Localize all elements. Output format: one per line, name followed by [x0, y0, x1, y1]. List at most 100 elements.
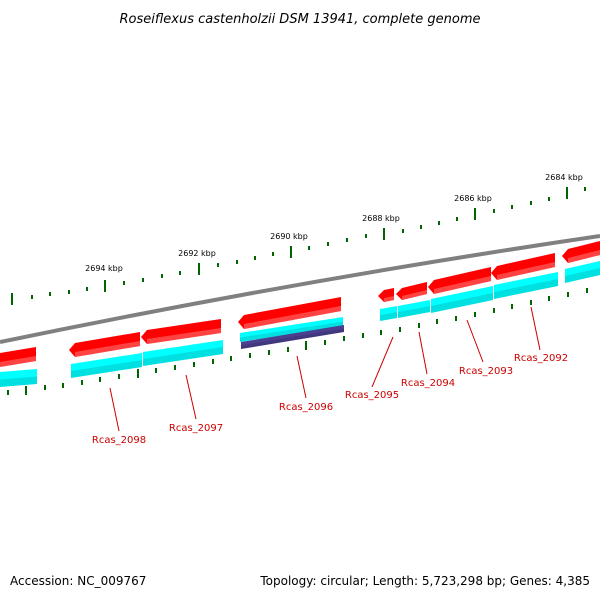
cds-bar — [71, 353, 142, 378]
kbp-label: 2684 kbp — [545, 173, 583, 182]
inner-tick — [155, 368, 157, 373]
cds-track — [0, 261, 600, 387]
inner-tick — [25, 386, 27, 395]
gc-tick — [236, 260, 238, 264]
inner-tick — [493, 308, 495, 313]
inner-tick — [118, 374, 120, 379]
inner-tick — [324, 340, 326, 345]
inner-tick — [44, 385, 46, 390]
inner-tick — [249, 353, 251, 358]
genome-backbone — [0, 234, 600, 344]
cds-bar — [494, 272, 558, 299]
gene-leader-line — [530, 306, 541, 351]
gc-tick — [548, 197, 550, 201]
cds-bar — [565, 261, 600, 283]
gene-arrow-shade — [244, 306, 341, 329]
cds-bar-shade — [431, 293, 493, 313]
gc-tick — [31, 295, 33, 299]
inner-tick — [7, 390, 9, 395]
gc-tick — [383, 228, 385, 240]
inner-tick — [305, 341, 307, 350]
gene-arrow-shade — [147, 328, 221, 344]
gc-tick — [86, 287, 88, 291]
inner-tick — [343, 336, 345, 341]
gc-tick — [290, 246, 292, 258]
gc-tick — [530, 201, 532, 205]
gc-tick — [438, 221, 440, 225]
gene-label: Rcas_2094 — [401, 378, 455, 389]
gc-tick — [179, 271, 181, 275]
cds-bar-shade — [143, 347, 223, 366]
gene-leader-line — [466, 319, 484, 363]
gc-tick — [198, 263, 200, 275]
gc-tick — [474, 208, 476, 220]
inner-tick — [268, 350, 270, 355]
gene-leader-line — [296, 355, 307, 399]
kbp-scale: 2684 kbp 2686 kbp 2688 kbp 2690 kbp 2692 kbp… — [85, 173, 583, 273]
inner-tick — [399, 327, 401, 332]
inner-tick — [380, 330, 382, 335]
gene-arrow-shade — [568, 250, 600, 263]
cds-bar-shade — [71, 360, 142, 378]
gc-tick — [49, 292, 51, 296]
gene-arrow-shade — [75, 341, 140, 357]
gene-label: Rcas_2092 — [514, 353, 568, 364]
cds-bar-shade — [494, 279, 558, 299]
cds-bar — [240, 317, 343, 342]
gene-arrow-shade — [434, 276, 491, 294]
cds-bar — [431, 286, 493, 313]
gc-tick — [365, 234, 367, 238]
gc-tick — [346, 238, 348, 242]
inner-tick — [81, 380, 83, 385]
cds-bar — [0, 369, 37, 387]
gc-tick — [402, 229, 404, 233]
gc-tick — [511, 205, 513, 209]
gc-tick — [68, 290, 70, 294]
inner-tick — [436, 319, 438, 324]
inner-tick — [530, 300, 532, 305]
gc-tick — [217, 263, 219, 267]
gene-leader-line — [185, 374, 197, 420]
kbp-label: 2688 kbp — [362, 214, 400, 223]
cds-bar-shade — [380, 312, 397, 321]
inner-tick — [511, 304, 513, 309]
gc-tick — [254, 256, 256, 260]
inner-tick — [137, 369, 139, 378]
kbp-label: 2690 kbp — [270, 232, 308, 241]
inner-tick — [99, 377, 101, 382]
gene-leader-line — [371, 336, 394, 388]
cds-bar-shade — [240, 321, 343, 342]
gene-arrow-shade — [402, 290, 427, 300]
inner-tick — [62, 383, 64, 388]
inner-ticks — [7, 288, 588, 395]
gene-label: Rcas_2097 — [169, 423, 223, 434]
gene-label: Rcas_2093 — [459, 366, 513, 377]
gene-arrow-shade — [0, 356, 36, 367]
inner-tick — [586, 288, 588, 293]
gene-label: Rcas_2096 — [279, 402, 333, 413]
inner-tick — [230, 356, 232, 361]
inner-tick — [212, 359, 214, 364]
gene-label: Rcas_2095 — [345, 390, 399, 401]
gc-tick — [161, 274, 163, 278]
inner-tick — [567, 292, 569, 297]
gene-arrow-shade — [497, 262, 555, 280]
map-title: Roseiflexus castenholzii DSM 13941, comp… — [120, 12, 481, 27]
gc-tick — [584, 187, 586, 191]
gc-tick — [104, 280, 106, 292]
cds-bar-shade — [0, 376, 37, 387]
cds-bar — [380, 306, 397, 321]
inner-tick — [474, 312, 476, 317]
gene-leader-line — [109, 387, 120, 432]
gene-leader-line — [418, 331, 428, 375]
gc-tick — [420, 225, 422, 229]
gene-track — [0, 241, 600, 367]
gc-tick — [142, 278, 144, 282]
inner-tick — [287, 347, 289, 352]
inner-tick — [362, 333, 364, 338]
inner-tick — [174, 365, 176, 370]
gc-tick — [566, 187, 568, 199]
gc-tick — [327, 242, 329, 246]
